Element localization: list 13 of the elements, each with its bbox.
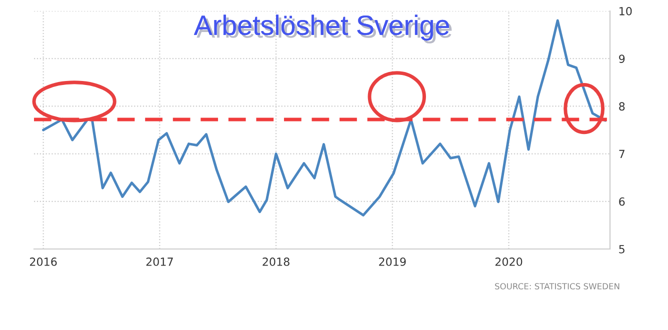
y-tick-label: 6: [619, 197, 625, 206]
source-note: SOURCE: STATISTICS SWEDEN: [495, 283, 620, 290]
y-tick-label: 8: [619, 102, 625, 111]
chart-title: Arbetslöshet Sverige: [194, 14, 452, 44]
x-tick-label: 2018: [262, 258, 290, 266]
x-tick-label: 2016: [30, 258, 57, 266]
x-tick-label: 2020: [495, 258, 522, 266]
y-tick-label: 10: [620, 6, 632, 16]
y-tick-label: 5: [619, 245, 624, 254]
y-tick-label: 9: [619, 54, 625, 63]
y-tick-label: 7: [619, 150, 624, 158]
x-tick-label: 2019: [379, 258, 406, 266]
x-tick-label: 2017: [146, 258, 173, 266]
